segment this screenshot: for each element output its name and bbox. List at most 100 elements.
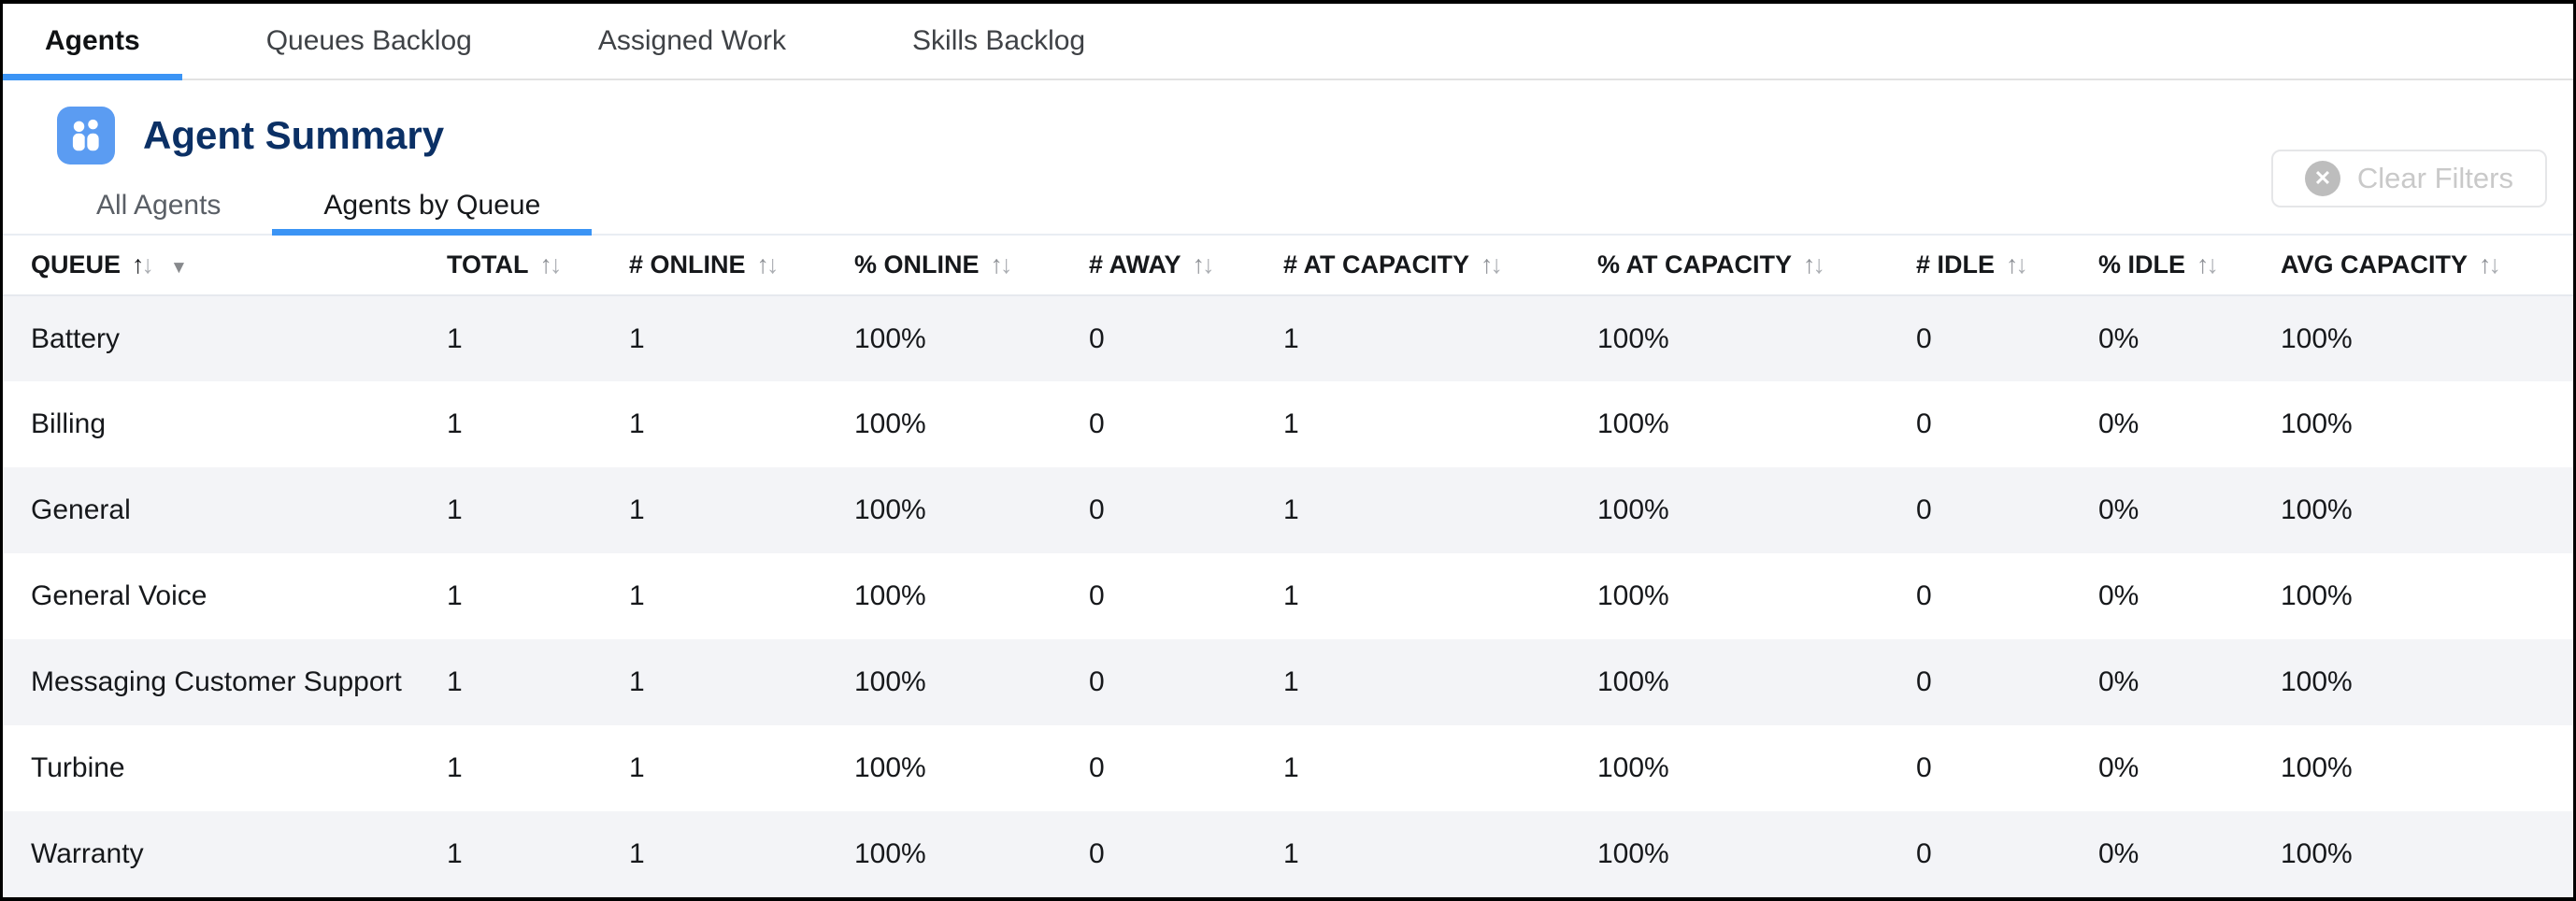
cell-pct-online: 100%	[854, 408, 926, 439]
tab-label: Agents	[45, 25, 140, 56]
column-header-total[interactable]: TOTAL ↑↓	[446, 236, 628, 296]
cell-total: 1	[447, 838, 463, 869]
cell-avg-capacity: 100%	[2281, 838, 2353, 869]
cell-num-idle: 0	[1916, 666, 1932, 697]
cell-num-idle: 0	[1916, 322, 1932, 354]
clear-filters-button[interactable]: ✕ Clear Filters	[2270, 150, 2547, 207]
cell-num-at-capacity: 1	[1283, 752, 1299, 783]
cell-num-online: 1	[629, 838, 645, 869]
cell-avg-capacity: 100%	[2281, 408, 2353, 439]
sort-icon: ↑↓	[132, 250, 154, 279]
cell-num-at-capacity: 1	[1283, 322, 1299, 354]
subtab-agents-by-queue[interactable]: Agents by Queue	[272, 178, 593, 236]
tab-queues-backlog[interactable]: Queues Backlog	[224, 4, 514, 79]
tab-skills-backlog[interactable]: Skills Backlog	[870, 4, 1127, 79]
column-label: AVG CAPACITY	[2281, 250, 2469, 279]
column-label: % AT CAPACITY	[1597, 250, 1792, 279]
column-header-pct-idle[interactable]: % IDLE ↑↓	[2097, 236, 2280, 296]
cell-num-online: 1	[629, 752, 645, 783]
cell-queue: Battery	[31, 322, 121, 354]
column-header-num-idle[interactable]: # IDLE ↑↓	[1915, 236, 2097, 296]
cell-num-at-capacity: 1	[1283, 580, 1299, 611]
page-title: Agent Summary	[143, 113, 445, 157]
cell-num-away: 0	[1089, 322, 1105, 354]
cell-pct-online: 100%	[854, 666, 926, 697]
subtab-all-agents[interactable]: All Agents	[45, 178, 272, 234]
cell-pct-online: 100%	[854, 752, 926, 783]
column-header-num-online[interactable]: # ONLINE ↑↓	[628, 236, 853, 296]
cell-pct-idle: 0%	[2098, 322, 2140, 354]
cell-num-at-capacity: 1	[1283, 494, 1299, 525]
cell-total: 1	[447, 322, 463, 354]
cell-total: 1	[447, 494, 463, 525]
sort-icon: ↑↓	[1803, 250, 1825, 279]
cell-pct-online: 100%	[854, 838, 926, 869]
table-row: Turbine 1 1 100% 0 1 100% 0 0% 100%	[3, 725, 2573, 811]
cell-pct-idle: 0%	[2098, 666, 2140, 697]
cell-avg-capacity: 100%	[2281, 580, 2353, 611]
column-header-pct-online[interactable]: % ONLINE ↑↓	[853, 236, 1088, 296]
cell-avg-capacity: 100%	[2281, 322, 2353, 354]
sort-icon: ↑↓	[756, 250, 780, 279]
column-label: % ONLINE	[854, 250, 980, 279]
cell-queue: General	[31, 494, 131, 525]
cell-pct-at-capacity: 100%	[1597, 752, 1669, 783]
cell-queue: General Voice	[31, 580, 208, 611]
top-tab-bar: Agents Queues Backlog Assigned Work Skil…	[3, 4, 2573, 80]
subtab-label: All Agents	[96, 190, 222, 221]
cell-queue: Warranty	[31, 838, 144, 869]
panel-header: Agent Summary All Agents Agents by Queue…	[3, 80, 2573, 236]
sort-icon: ↑↓	[539, 250, 563, 279]
cell-avg-capacity: 100%	[2281, 666, 2353, 697]
cell-queue: Turbine	[31, 752, 125, 783]
cell-num-idle: 0	[1916, 838, 1932, 869]
cell-num-away: 0	[1089, 580, 1105, 611]
column-header-queue[interactable]: QUEUE ↑↓ ▼	[3, 236, 446, 296]
cell-num-away: 0	[1089, 838, 1105, 869]
cell-pct-idle: 0%	[2098, 838, 2140, 869]
cell-pct-at-capacity: 100%	[1597, 580, 1669, 611]
table-row: Billing 1 1 100% 0 1 100% 0 0% 100%	[3, 381, 2573, 467]
cell-pct-at-capacity: 100%	[1597, 322, 1669, 354]
cell-num-online: 1	[629, 408, 645, 439]
cell-total: 1	[447, 408, 463, 439]
cell-num-idle: 0	[1916, 752, 1932, 783]
cell-num-away: 0	[1089, 494, 1105, 525]
tab-label: Skills Backlog	[912, 25, 1086, 56]
column-header-num-away[interactable]: # AWAY ↑↓	[1088, 236, 1282, 296]
cell-pct-online: 100%	[854, 580, 926, 611]
cell-avg-capacity: 100%	[2281, 752, 2353, 783]
column-menu-icon[interactable]: ▼	[170, 258, 188, 278]
agents-icon	[57, 107, 115, 164]
cell-pct-at-capacity: 100%	[1597, 666, 1669, 697]
table-row: General 1 1 100% 0 1 100% 0 0% 100%	[3, 467, 2573, 553]
column-label: TOTAL	[447, 250, 529, 279]
table-row: Warranty 1 1 100% 0 1 100% 0 0% 100%	[3, 811, 2573, 897]
cell-num-idle: 0	[1916, 580, 1932, 611]
column-header-avg-capacity[interactable]: AVG CAPACITY ↑↓	[2280, 236, 2573, 296]
column-label: # IDLE	[1916, 250, 1996, 279]
sort-icon: ↑↓	[1481, 250, 1503, 279]
cell-num-idle: 0	[1916, 408, 1932, 439]
sort-icon: ↑↓	[2006, 250, 2028, 279]
cell-num-away: 0	[1089, 666, 1105, 697]
table-row: Battery 1 1 100% 0 1 100% 0 0% 100%	[3, 295, 2573, 381]
tab-assigned-work[interactable]: Assigned Work	[556, 4, 828, 79]
sort-icon: ↑↓	[2479, 250, 2501, 279]
cell-pct-idle: 0%	[2098, 408, 2140, 439]
cell-pct-online: 100%	[854, 494, 926, 525]
cell-num-idle: 0	[1916, 494, 1932, 525]
tab-agents[interactable]: Agents	[3, 4, 182, 80]
cell-num-at-capacity: 1	[1283, 666, 1299, 697]
column-header-num-at-capacity[interactable]: # AT CAPACITY ↑↓	[1282, 236, 1596, 296]
table-row: General Voice 1 1 100% 0 1 100% 0 0% 100…	[3, 553, 2573, 639]
cell-queue: Messaging Customer Support	[31, 666, 402, 697]
agents-by-queue-table: QUEUE ↑↓ ▼ TOTAL ↑↓ # ONLINE ↑↓ % ONLINE ↑↓ #…	[3, 236, 2573, 897]
cell-pct-idle: 0%	[2098, 494, 2140, 525]
table-header-row: QUEUE ↑↓ ▼ TOTAL ↑↓ # ONLINE ↑↓ % ONLINE ↑↓ #…	[3, 236, 2573, 296]
sort-icon: ↑↓	[2197, 250, 2219, 279]
cell-pct-at-capacity: 100%	[1597, 838, 1669, 869]
column-header-pct-at-capacity[interactable]: % AT CAPACITY ↑↓	[1596, 236, 1915, 296]
clear-x-icon: ✕	[2304, 161, 2340, 196]
column-label: # ONLINE	[629, 250, 746, 279]
